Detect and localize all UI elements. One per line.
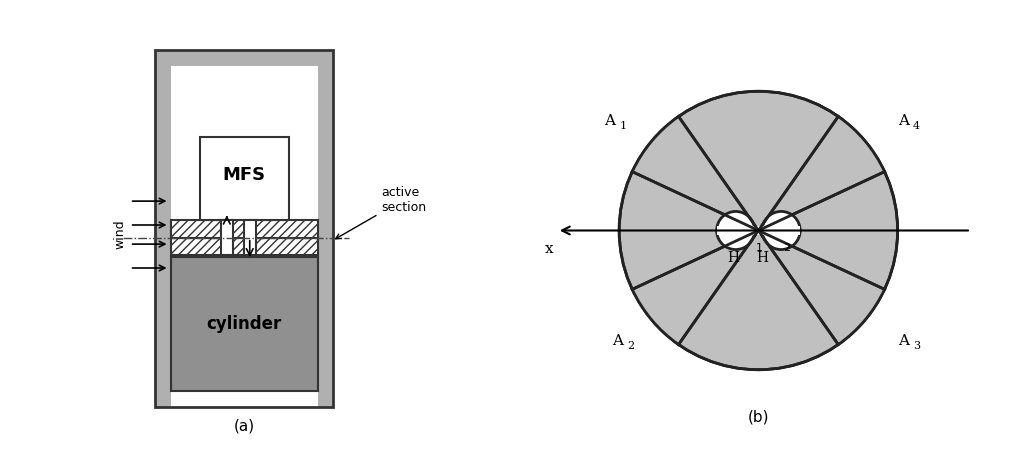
Bar (243, 220, 256, 255)
Text: 2: 2 (627, 341, 634, 351)
Bar (221, 220, 233, 255)
Text: wind: wind (114, 220, 126, 249)
Wedge shape (632, 117, 758, 230)
Bar (171, 66, 318, 216)
Bar (171, 220, 318, 238)
Bar (200, 137, 289, 220)
Text: 1: 1 (620, 121, 627, 131)
Bar (155, 50, 171, 406)
Text: (b): (b) (747, 410, 770, 425)
Bar (318, 50, 334, 406)
Bar (155, 50, 334, 66)
Wedge shape (632, 230, 758, 345)
Text: 3: 3 (913, 341, 920, 351)
Bar (717, 226, 800, 235)
Text: A: A (605, 114, 616, 128)
Wedge shape (629, 230, 758, 347)
Wedge shape (758, 230, 888, 347)
Text: cylinder: cylinder (207, 315, 282, 333)
Text: (a): (a) (234, 418, 254, 433)
Text: 4: 4 (913, 121, 920, 131)
Bar (171, 257, 318, 391)
Text: x: x (546, 242, 554, 256)
Text: A: A (898, 114, 909, 128)
Text: MFS: MFS (223, 166, 266, 184)
Text: A: A (898, 334, 909, 348)
Text: 2: 2 (783, 243, 790, 253)
Text: H: H (727, 251, 739, 265)
Text: 1: 1 (755, 243, 762, 253)
Text: active
section: active section (336, 185, 427, 239)
Text: H: H (756, 251, 769, 265)
Wedge shape (758, 230, 885, 345)
Wedge shape (758, 113, 888, 230)
Bar (155, 50, 334, 406)
Wedge shape (758, 117, 885, 230)
Bar (171, 238, 318, 255)
Circle shape (619, 91, 898, 370)
Text: A: A (612, 334, 623, 348)
Wedge shape (629, 113, 758, 230)
Circle shape (762, 212, 800, 250)
Circle shape (717, 212, 754, 250)
